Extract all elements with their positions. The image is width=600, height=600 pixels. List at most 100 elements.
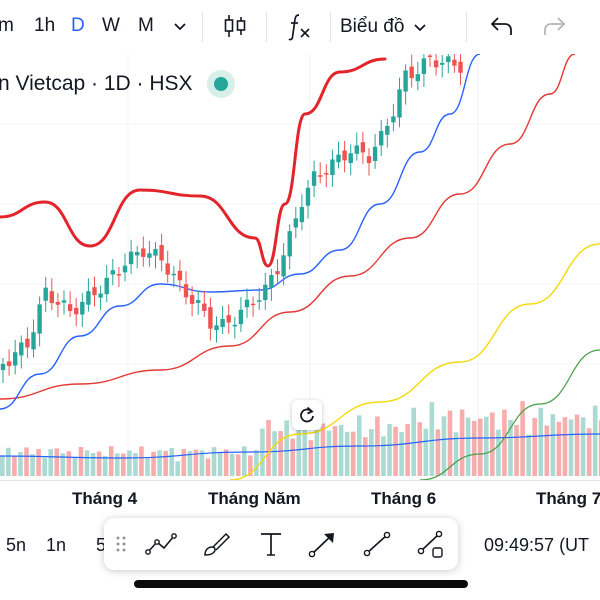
volume-bar	[393, 426, 398, 476]
timeframe-d[interactable]: D	[71, 15, 85, 36]
volume-bar	[278, 431, 283, 476]
volume-bar	[490, 412, 495, 476]
layout-dropdown-button[interactable]: Biểu đồ	[340, 14, 428, 40]
candle-body	[61, 300, 67, 303]
candle-body	[147, 253, 152, 258]
volume-bar	[308, 440, 314, 476]
candle-body	[269, 275, 274, 288]
candle-body	[6, 361, 12, 366]
volume-bar	[532, 418, 537, 476]
volume-bar	[338, 424, 344, 476]
drawing-toolbar	[104, 518, 458, 570]
volume-bar	[580, 417, 586, 476]
candle-body	[354, 145, 359, 154]
timeframe-w[interactable]: W	[102, 15, 120, 36]
timeframe-1h[interactable]: 1h	[34, 15, 56, 36]
candle-body	[214, 325, 219, 331]
volume-bar	[90, 453, 96, 476]
undo-icon[interactable]	[488, 12, 516, 40]
candle-body	[403, 70, 408, 92]
volume-bar	[272, 431, 277, 476]
volume-bar	[18, 452, 23, 476]
trend-line-icon[interactable]	[144, 528, 178, 560]
candle-body	[141, 248, 146, 257]
candle-body	[427, 55, 433, 58]
volume-bar	[453, 432, 459, 476]
volume-bar	[484, 416, 489, 476]
symbol-title[interactable]: n Vietcap · 1D · HSX	[0, 72, 193, 95]
market-status-dot	[213, 77, 228, 91]
volume-bar	[326, 430, 332, 476]
candle-body	[135, 251, 140, 256]
candle-body	[165, 263, 170, 275]
line-icon[interactable]	[360, 528, 394, 560]
timeframe-m-month[interactable]: M	[138, 15, 154, 36]
volume-bar	[139, 446, 144, 476]
volume-bar	[459, 409, 465, 476]
range-1-day[interactable]: 1n	[46, 535, 67, 555]
range-5-days[interactable]: 5n	[6, 535, 27, 555]
volume-bar	[6, 447, 11, 476]
candle-body	[189, 295, 195, 304]
candle-body	[305, 187, 311, 206]
brush-icon[interactable]	[200, 528, 234, 560]
candle-body	[202, 303, 207, 311]
volume-bar	[520, 401, 525, 476]
volume-bar	[266, 419, 271, 476]
candle-body	[342, 150, 347, 161]
volume-bar	[108, 446, 114, 476]
candle-body	[433, 60, 439, 68]
candle-body	[0, 364, 6, 370]
candle-body	[196, 300, 201, 303]
reset-chart-button[interactable]	[292, 400, 322, 430]
path-icon[interactable]	[414, 528, 448, 560]
volume-bar	[254, 450, 259, 476]
volume-bar	[363, 437, 368, 476]
candle-body	[379, 131, 384, 146]
volume-bar	[550, 414, 556, 476]
redo-icon[interactable]	[540, 12, 568, 40]
candle-body	[159, 245, 164, 261]
fx-icon[interactable]	[284, 10, 316, 42]
timeframe-m[interactable]: m	[0, 15, 14, 36]
arrow-icon[interactable]	[306, 528, 340, 560]
volume-bar	[30, 454, 35, 476]
drag-handle-icon[interactable]	[114, 534, 128, 554]
candle-body	[318, 175, 323, 177]
candle-body	[183, 284, 189, 298]
slow-moving-average-line	[229, 243, 600, 480]
candle-body	[336, 154, 341, 163]
volume-bar	[133, 453, 138, 476]
volume-bar	[598, 420, 600, 476]
candle-body	[220, 319, 225, 328]
volume-bar	[54, 448, 60, 476]
volume-bar	[199, 450, 205, 476]
candle-body	[250, 303, 256, 306]
volume-bar	[381, 436, 386, 476]
time-axis[interactable]: Tháng 4 Tháng Năm Tháng 6 Tháng 7	[0, 480, 600, 514]
volume-bar	[187, 451, 193, 476]
price-chart[interactable]	[0, 54, 600, 480]
chevron-down-icon[interactable]	[172, 18, 188, 34]
candle-body	[397, 89, 402, 118]
time-axis-label: Tháng 7	[536, 489, 600, 508]
toolbar-divider	[330, 12, 331, 42]
text-icon[interactable]	[254, 528, 288, 560]
volume-bar	[169, 447, 174, 476]
clock-readout[interactable]: 09:49:57 (UT	[484, 535, 590, 555]
candle-body	[25, 338, 30, 348]
range-5[interactable]: 5	[96, 535, 107, 555]
volume-bar	[302, 416, 308, 476]
market-status-indicator[interactable]	[206, 70, 235, 98]
time-axis-label: Tháng Năm	[208, 489, 301, 508]
volume-bar	[290, 438, 295, 476]
volume-bar	[441, 416, 447, 476]
layout-label: Biểu đồ	[340, 16, 405, 37]
candlestick-icon[interactable]	[220, 11, 250, 41]
candle-body	[232, 324, 237, 327]
chart-pane[interactable]: n Vietcap · 1D · HSX	[0, 54, 600, 480]
volume-bar	[387, 423, 392, 476]
freehand-drawing[interactable]	[0, 57, 387, 268]
volume-bar	[435, 429, 441, 476]
volume-bar	[42, 457, 47, 476]
